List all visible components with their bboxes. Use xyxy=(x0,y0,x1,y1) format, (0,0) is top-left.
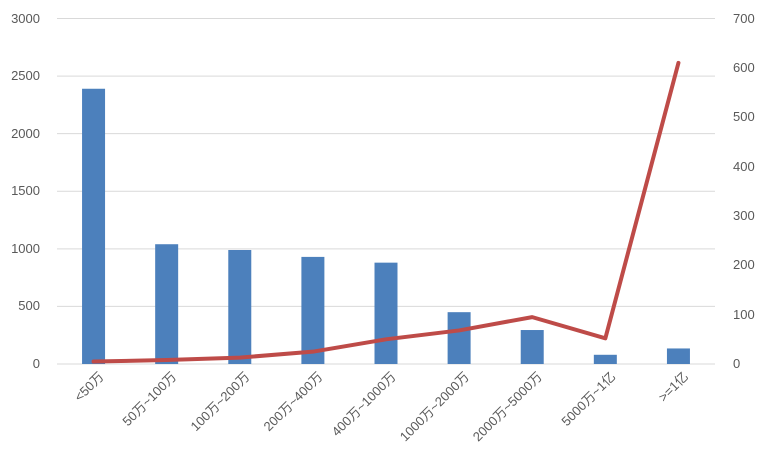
bar xyxy=(228,249,252,364)
left-axis-tick-label: 2500 xyxy=(11,68,40,84)
bar xyxy=(301,256,325,364)
bar xyxy=(447,312,471,364)
right-axis-tick-label: 300 xyxy=(733,207,755,223)
right-axis-tick-label: 100 xyxy=(733,306,755,322)
right-axis-tick-label: 400 xyxy=(733,158,755,174)
bar xyxy=(593,354,617,364)
bar xyxy=(666,348,690,364)
left-axis-tick-label: 1500 xyxy=(11,183,40,199)
left-axis-tick-label: 1000 xyxy=(11,240,40,256)
right-axis-tick-label: 600 xyxy=(733,59,755,75)
right-axis-tick-label: 200 xyxy=(733,257,755,273)
right-axis-tick-label: 500 xyxy=(733,109,755,125)
bar xyxy=(520,330,544,364)
line-series xyxy=(91,60,681,364)
left-axis-tick-label: 500 xyxy=(18,298,40,314)
left-axis-tick-label: 3000 xyxy=(11,10,40,26)
bar xyxy=(155,244,179,364)
right-axis-tick-label: 700 xyxy=(733,10,755,26)
bar xyxy=(82,88,106,365)
left-axis-tick-label: 0 xyxy=(32,356,40,371)
bar xyxy=(374,262,398,364)
left-axis-tick-label: 2000 xyxy=(11,125,40,141)
right-axis-tick-label: 0 xyxy=(733,356,741,371)
